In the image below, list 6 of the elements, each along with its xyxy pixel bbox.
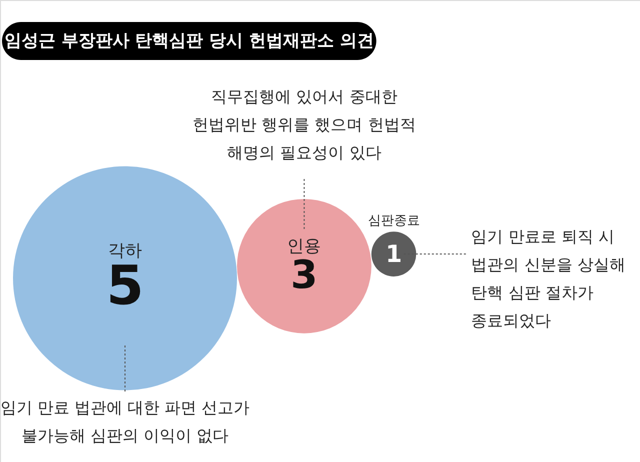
data-label: 1 (386, 240, 402, 268)
text: 임성근 부장판사 탄핵심판 당시 헌법재판소 의견 (4, 31, 374, 51)
text: 임기 만료 법관에 대한 파면 선고가 불가능해 심판의 이익이 없다 (0, 398, 250, 446)
text: 임기 만료로 퇴직 시 법관의 신분을 상실해 탄핵 심판 절차가 종료되었다 (471, 227, 626, 330)
text: 직무집행에 있어서 중대한 헌법위반 행위를 했으며 헌법적 해명의 필요성이 있다 (192, 86, 416, 162)
category-label: 심판종료 (368, 214, 420, 229)
